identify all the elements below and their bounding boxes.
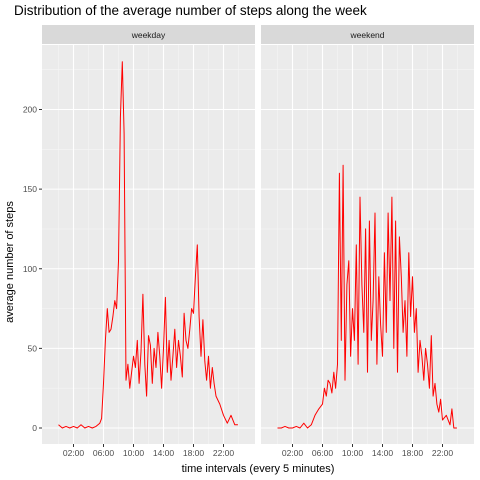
x-tick-label: 14:00 — [153, 448, 175, 458]
x-tick-label: 10:00 — [123, 448, 145, 458]
strip-label-weekend: weekend — [349, 30, 384, 40]
x-tick-label: 22:00 — [432, 448, 454, 458]
strip-label-weekday: weekday — [131, 30, 166, 40]
y-tick-label: 200 — [23, 105, 37, 115]
x-tick-label: 22:00 — [213, 448, 235, 458]
strip-weekday — [42, 25, 255, 44]
x-tick-label: 06:00 — [312, 448, 334, 458]
y-tick-label: 0 — [32, 423, 37, 433]
y-tick-label: 50 — [28, 343, 38, 353]
panel-weekend: weekend 02:00 06:00 10:00 14:00 18:00 22:00 — [261, 25, 474, 458]
x-tick-label: 06:00 — [93, 448, 115, 458]
x-tick-label: 14:00 — [372, 448, 394, 458]
series-line-weekday — [58, 61, 238, 429]
x-tick-label: 18:00 — [402, 448, 424, 458]
chart-title: Distribution of the average number of st… — [14, 3, 367, 18]
y-tick-label: 100 — [23, 264, 37, 274]
x-tick-label: 10:00 — [342, 448, 364, 458]
x-tick-label: 02:00 — [282, 448, 304, 458]
series-line-weekend — [277, 164, 457, 429]
y-tick-label: 150 — [23, 184, 37, 194]
x-axis-title: time intervals (every 5 minutes) — [182, 463, 335, 475]
strip-weekend — [261, 25, 474, 44]
x-tick-label: 18:00 — [183, 448, 205, 458]
panels: weekday 02:00 06:00 10:00 14:00 18:00 22:00 0 50… — [23, 25, 474, 458]
y-axis-title: average number of steps — [4, 201, 16, 323]
panel-weekday: weekday 02:00 06:00 10:00 14:00 18:00 22:00 0 50… — [23, 25, 255, 458]
x-tick-label: 02:00 — [63, 448, 85, 458]
